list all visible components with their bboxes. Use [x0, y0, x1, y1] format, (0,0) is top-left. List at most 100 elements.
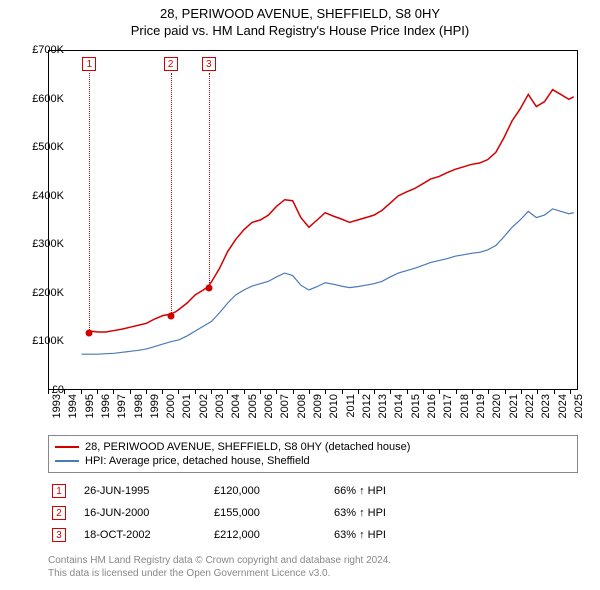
x-axis-label: 2001 — [181, 394, 193, 434]
x-axis-tick — [570, 390, 571, 394]
x-axis-label: 2010 — [328, 394, 340, 434]
x-axis-tick — [390, 390, 391, 394]
x-axis-label: 1997 — [116, 394, 128, 434]
x-axis-label: 2004 — [230, 394, 242, 434]
legend-swatch — [55, 460, 79, 462]
x-axis-label: 1998 — [133, 394, 145, 434]
x-axis-label: 2012 — [361, 394, 373, 434]
x-axis-label: 2014 — [393, 394, 405, 434]
x-axis-label: 2007 — [279, 394, 291, 434]
x-axis-label: 2025 — [573, 394, 585, 434]
x-axis-tick — [195, 390, 196, 394]
sale-row-date: 26-JUN-1995 — [84, 485, 214, 497]
sale-row-price: £212,000 — [214, 529, 334, 541]
x-axis-tick — [439, 390, 440, 394]
sale-marker-dot — [167, 312, 174, 319]
x-axis-tick — [407, 390, 408, 394]
x-axis-label: 2000 — [165, 394, 177, 434]
x-axis-label: 2013 — [377, 394, 389, 434]
x-axis-tick — [325, 390, 326, 394]
x-axis-tick — [276, 390, 277, 394]
x-axis-label: 2016 — [426, 394, 438, 434]
x-axis-tick — [537, 390, 538, 394]
x-axis-tick — [81, 390, 82, 394]
sale-row-pct: 66% ↑ HPI — [334, 485, 386, 497]
x-axis-label: 1993 — [51, 394, 63, 434]
chart-lines-svg — [49, 51, 577, 389]
x-axis-label: 1999 — [149, 394, 161, 434]
sale-row-pct: 63% ↑ HPI — [334, 529, 386, 541]
x-axis-tick — [554, 390, 555, 394]
x-axis-tick — [113, 390, 114, 394]
sale-row-price: £120,000 — [214, 485, 334, 497]
x-axis-label: 2024 — [557, 394, 569, 434]
x-axis-tick — [488, 390, 489, 394]
sale-row-date: 16-JUN-2000 — [84, 507, 214, 519]
sale-marker-box: 1 — [82, 57, 96, 71]
x-axis-label: 2005 — [247, 394, 259, 434]
chart-container: 28, PERIWOOD AVENUE, SHEFFIELD, S8 0HY P… — [0, 0, 600, 590]
x-axis-label: 2008 — [296, 394, 308, 434]
x-axis-tick — [472, 390, 473, 394]
x-axis-label: 2021 — [508, 394, 520, 434]
x-axis-tick — [505, 390, 506, 394]
x-axis-label: 1995 — [84, 394, 96, 434]
title-address: 28, PERIWOOD AVENUE, SHEFFIELD, S8 0HY — [0, 6, 600, 21]
sales-list: 1 26-JUN-1995£120,00066% ↑ HPI 2 16-JUN-200… — [48, 480, 578, 546]
x-axis-label: 2003 — [214, 394, 226, 434]
x-axis-tick — [64, 390, 65, 394]
x-axis-tick — [48, 390, 49, 394]
sale-row-marker: 1 — [52, 484, 66, 498]
x-axis-tick — [178, 390, 179, 394]
sale-marker-box: 2 — [164, 57, 178, 71]
x-axis-label: 2006 — [263, 394, 275, 434]
series-hpi-line — [81, 209, 573, 354]
x-axis-label: 2015 — [410, 394, 422, 434]
sale-row-marker: 3 — [52, 528, 66, 542]
footer-line2: This data is licensed under the Open Gov… — [48, 567, 391, 580]
title-subtitle: Price paid vs. HM Land Registry's House … — [0, 23, 600, 38]
legend-label: HPI: Average price, detached house, Shef… — [85, 455, 310, 467]
legend-row: HPI: Average price, detached house, Shef… — [55, 454, 571, 468]
x-axis-label: 2017 — [442, 394, 454, 434]
x-axis-label: 2009 — [312, 394, 324, 434]
x-axis-tick — [130, 390, 131, 394]
x-axis-label: 2022 — [524, 394, 536, 434]
x-axis-tick — [423, 390, 424, 394]
x-axis-label: 2018 — [459, 394, 471, 434]
x-axis-tick — [260, 390, 261, 394]
legend-box: 28, PERIWOOD AVENUE, SHEFFIELD, S8 0HY (… — [48, 435, 578, 473]
chart-plot-area: 1 2 3 — [48, 50, 578, 390]
x-axis-tick — [342, 390, 343, 394]
x-axis-label: 2011 — [345, 394, 357, 434]
sale-row: 2 16-JUN-2000£155,00063% ↑ HPI — [48, 502, 578, 524]
sale-marker-box: 3 — [202, 57, 216, 71]
x-axis-tick — [309, 390, 310, 394]
x-axis-tick — [227, 390, 228, 394]
x-axis-tick — [211, 390, 212, 394]
x-axis-tick — [162, 390, 163, 394]
sale-row-date: 18-OCT-2002 — [84, 529, 214, 541]
sale-marker-dot — [86, 329, 93, 336]
series-property-line — [90, 90, 574, 332]
x-axis-tick — [97, 390, 98, 394]
x-axis-label: 2002 — [198, 394, 210, 434]
footer-attribution: Contains HM Land Registry data © Crown c… — [48, 554, 391, 580]
sale-row: 1 26-JUN-1995£120,00066% ↑ HPI — [48, 480, 578, 502]
sale-row-marker: 2 — [52, 506, 66, 520]
x-axis-tick — [244, 390, 245, 394]
x-axis-label: 1996 — [100, 394, 112, 434]
sale-row-pct: 63% ↑ HPI — [334, 507, 386, 519]
legend-swatch — [55, 446, 79, 448]
x-axis-tick — [358, 390, 359, 394]
sale-row-price: £155,000 — [214, 507, 334, 519]
x-axis-tick — [374, 390, 375, 394]
x-axis-label: 2023 — [540, 394, 552, 434]
x-axis-label: 2019 — [475, 394, 487, 434]
title-block: 28, PERIWOOD AVENUE, SHEFFIELD, S8 0HY P… — [0, 0, 600, 40]
legend-row: 28, PERIWOOD AVENUE, SHEFFIELD, S8 0HY (… — [55, 440, 571, 454]
x-axis-tick — [456, 390, 457, 394]
x-axis-tick — [293, 390, 294, 394]
x-axis-tick — [521, 390, 522, 394]
sale-row: 3 18-OCT-2002£212,00063% ↑ HPI — [48, 524, 578, 546]
